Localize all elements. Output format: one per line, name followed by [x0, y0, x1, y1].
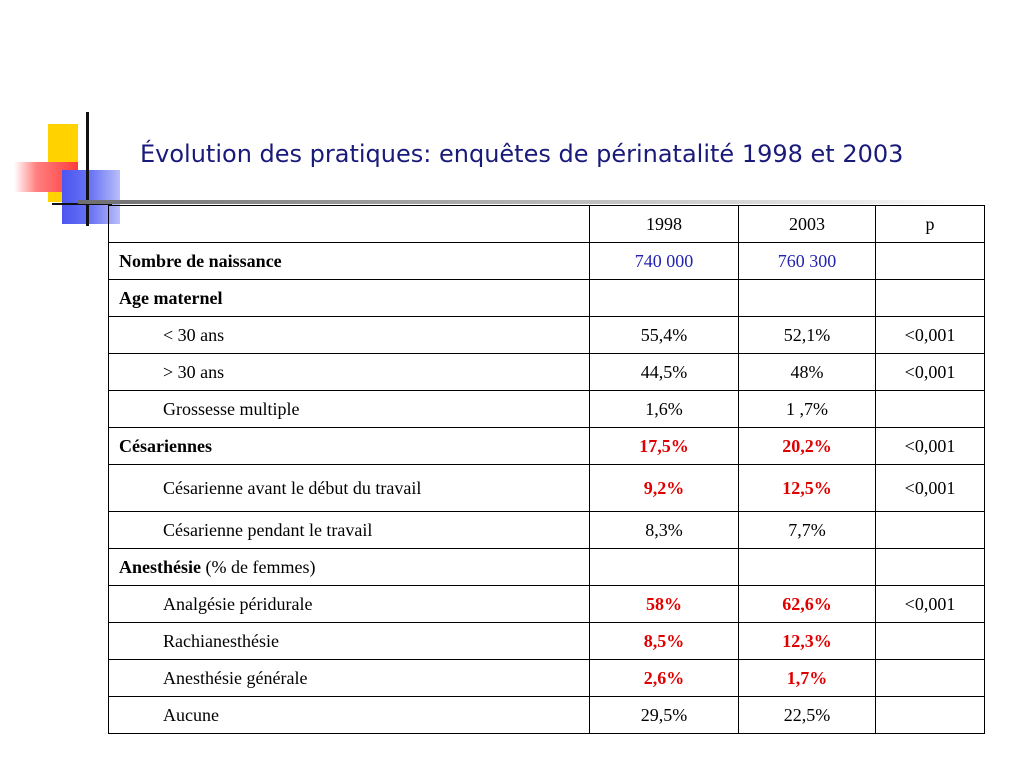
cell-1998: 1,6%: [589, 390, 739, 428]
row-label: Age maternel: [108, 279, 590, 317]
cell-1998: 740 000: [589, 242, 739, 280]
table-row: < 30 ans 55,4% 52,1% <0,001: [108, 316, 985, 354]
table-row: Grossesse multiple 1,6% 1 ,7%: [108, 390, 985, 428]
row-label: Césarienne pendant le travail: [108, 511, 590, 549]
cell-2003: 1,7%: [738, 659, 876, 697]
row-label-suffix: (% de femmes): [201, 557, 316, 577]
cell-p: [875, 622, 985, 660]
cell-1998: 17,5%: [589, 427, 739, 465]
cell-p: <0,001: [875, 464, 985, 512]
row-label: Rachianesthésie: [108, 622, 590, 660]
cell-1998: 8,3%: [589, 511, 739, 549]
table-row: > 30 ans 44,5% 48% <0,001: [108, 353, 985, 391]
row-label-main: Anesthésie: [119, 557, 201, 577]
row-label: > 30 ans: [108, 353, 590, 391]
cell-2003: 1 ,7%: [738, 390, 876, 428]
slide-title: Évolution des pratiques: enquêtes de pér…: [140, 140, 904, 168]
cell-p: [875, 390, 985, 428]
table-row: Age maternel: [108, 279, 985, 317]
cell-1998: 44,5%: [589, 353, 739, 391]
table-row: Analgésie péridurale 58% 62,6% <0,001: [108, 585, 985, 623]
table-row: Césariennes 17,5% 20,2% <0,001: [108, 427, 985, 465]
row-label: Analgésie péridurale: [108, 585, 590, 623]
header-cell-1998: 1998: [589, 205, 739, 243]
cell-p: [875, 659, 985, 697]
cell-2003: [738, 279, 876, 317]
cell-1998: 58%: [589, 585, 739, 623]
cell-p: <0,001: [875, 316, 985, 354]
cell-p: [875, 696, 985, 734]
header-cell-2003: 2003: [738, 205, 876, 243]
table-row: Césarienne avant le début du travail 9,2…: [108, 464, 985, 512]
cell-2003: 7,7%: [738, 511, 876, 549]
cell-2003: 760 300: [738, 242, 876, 280]
row-label: Césariennes: [108, 427, 590, 465]
cell-p: [875, 242, 985, 280]
title-underline-rule: [78, 200, 978, 204]
header-cell-p: p: [875, 205, 985, 243]
cell-2003: [738, 548, 876, 586]
row-label: Anesthésie générale: [108, 659, 590, 697]
cell-p: <0,001: [875, 585, 985, 623]
row-label: Aucune: [108, 696, 590, 734]
cell-2003: 20,2%: [738, 427, 876, 465]
cell-2003: 48%: [738, 353, 876, 391]
row-label: Grossesse multiple: [108, 390, 590, 428]
cell-p: [875, 279, 985, 317]
cell-1998: 29,5%: [589, 696, 739, 734]
cell-2003: 22,5%: [738, 696, 876, 734]
cell-1998: 9,2%: [589, 464, 739, 512]
cell-p: [875, 511, 985, 549]
cell-p: <0,001: [875, 353, 985, 391]
cell-p: [875, 548, 985, 586]
cell-1998: 55,4%: [589, 316, 739, 354]
data-table: 1998 2003 p Nombre de naissance 740 000 …: [108, 205, 985, 734]
row-label: Césarienne avant le début du travail: [108, 464, 590, 512]
table-row: Nombre de naissance 740 000 760 300: [108, 242, 985, 280]
table-row: Aucune 29,5% 22,5%: [108, 696, 985, 734]
cell-2003: 12,3%: [738, 622, 876, 660]
header-cell-label: [108, 205, 590, 243]
table-row: Rachianesthésie 8,5% 12,3%: [108, 622, 985, 660]
row-label: Nombre de naissance: [108, 242, 590, 280]
row-label: Anesthésie (% de femmes): [108, 548, 590, 586]
logo-horizontal-line: [52, 203, 112, 205]
cell-2003: 52,1%: [738, 316, 876, 354]
cell-1998: 2,6%: [589, 659, 739, 697]
cell-2003: 62,6%: [738, 585, 876, 623]
logo-vertical-line: [86, 112, 89, 226]
row-label: < 30 ans: [108, 316, 590, 354]
cell-1998: [589, 548, 739, 586]
table-row: Césarienne pendant le travail 8,3% 7,7%: [108, 511, 985, 549]
table-row: Anesthésie générale 2,6% 1,7%: [108, 659, 985, 697]
cell-p: <0,001: [875, 427, 985, 465]
cell-1998: 8,5%: [589, 622, 739, 660]
table-header-row: 1998 2003 p: [108, 205, 985, 243]
cell-1998: [589, 279, 739, 317]
cell-2003: 12,5%: [738, 464, 876, 512]
table-row: Anesthésie (% de femmes): [108, 548, 985, 586]
